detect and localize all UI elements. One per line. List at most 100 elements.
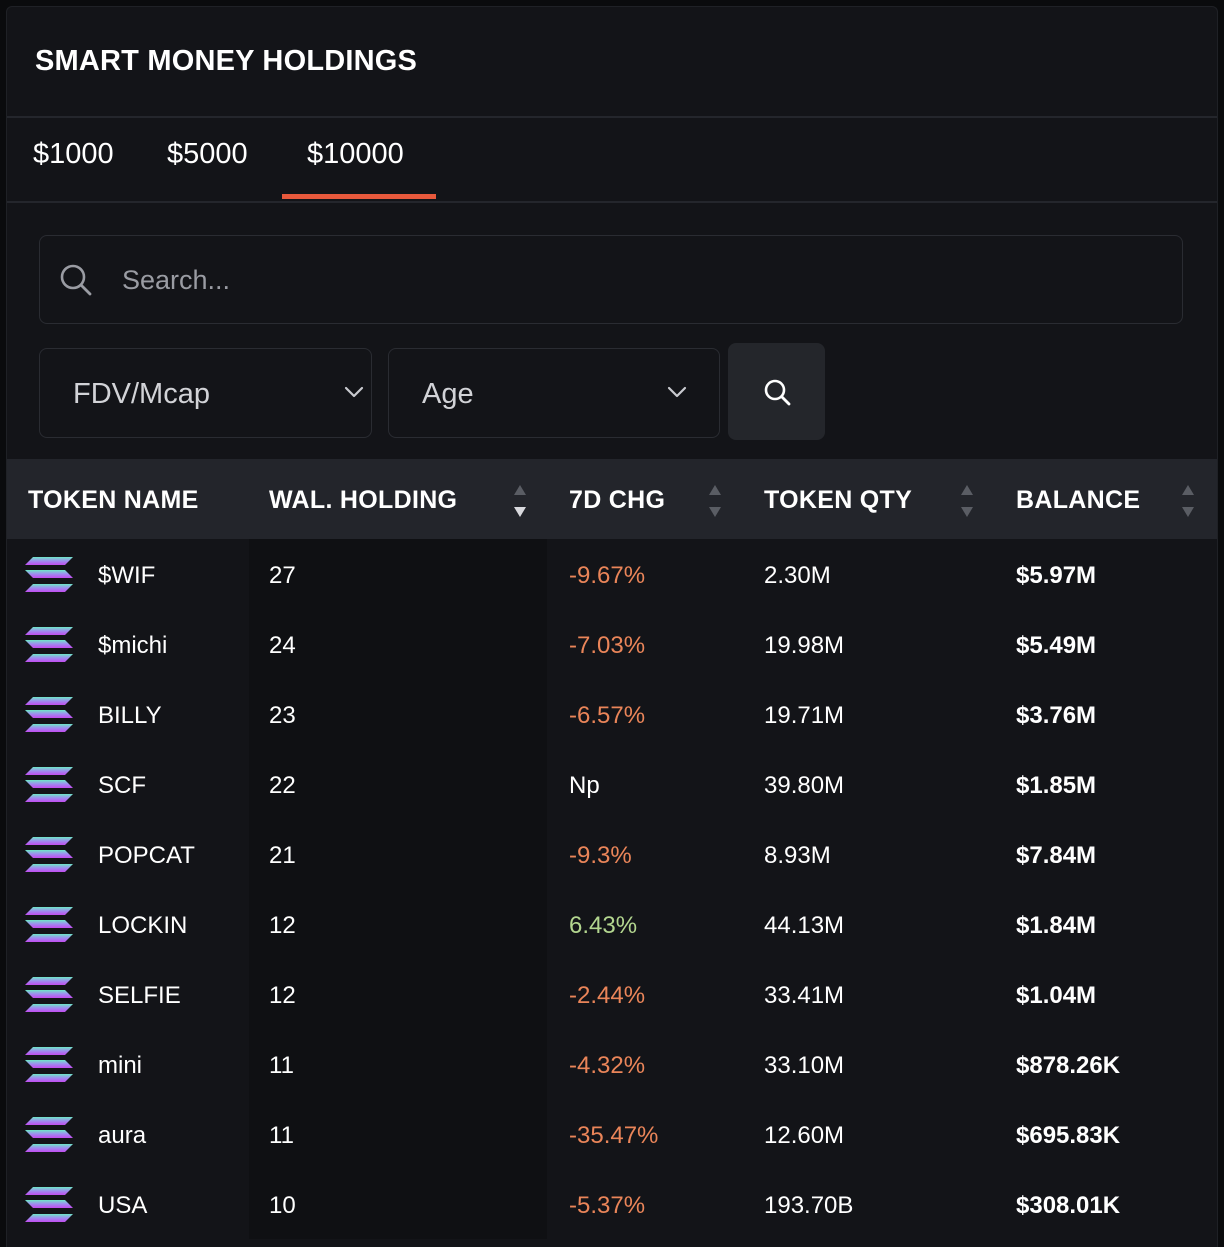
- change-7d: -35.47%: [569, 1122, 659, 1149]
- solana-logo-icon: [25, 1117, 73, 1152]
- header-balance[interactable]: BALANCE: [1016, 486, 1141, 514]
- solana-logo-icon: [25, 767, 73, 802]
- panel-title: SMART MONEY HOLDINGS: [35, 45, 418, 77]
- search-button[interactable]: [728, 343, 825, 440]
- change-7d: -9.67%: [569, 562, 646, 589]
- token-qty: 19.98M: [764, 632, 845, 659]
- change-7d: -6.57%: [569, 702, 646, 729]
- tab-10000[interactable]: $10000: [307, 138, 404, 170]
- balance: $308.01K: [1016, 1192, 1121, 1219]
- header-7d-chg[interactable]: 7D CHG: [569, 486, 666, 514]
- wallet-holding: 21: [269, 842, 296, 869]
- solana-logo-icon: [25, 1187, 73, 1222]
- wallet-holding: 27: [269, 562, 296, 589]
- wallet-holding: 22: [269, 772, 296, 799]
- balance: $3.76M: [1016, 702, 1097, 729]
- table-row[interactable]: mini 11 -4.32% 33.10M $878.26K: [7, 1029, 1217, 1099]
- search-icon: [764, 379, 791, 406]
- table-row[interactable]: SCF 22 Np 39.80M $1.85M: [7, 749, 1217, 819]
- table-row[interactable]: POPCAT 21 -9.3% 8.93M $7.84M: [7, 819, 1217, 889]
- table-row[interactable]: SELFIE 12 -2.44% 33.41M $1.04M: [7, 959, 1217, 1029]
- solana-logo-icon: [25, 837, 73, 872]
- active-tab-indicator: [282, 194, 436, 199]
- sort-icon[interactable]: [707, 483, 723, 519]
- sort-icon[interactable]: [1180, 483, 1196, 519]
- token-name[interactable]: $michi: [98, 632, 168, 659]
- fdv-mcap-select[interactable]: FDV/Mcap: [39, 348, 372, 438]
- balance: $5.49M: [1016, 632, 1097, 659]
- header-divider: [7, 116, 1217, 118]
- token-name[interactable]: $WIF: [98, 562, 156, 589]
- wallet-holding: 12: [269, 982, 296, 1009]
- token-name[interactable]: USA: [98, 1192, 148, 1219]
- wallet-holding: 24: [269, 632, 296, 659]
- table-row[interactable]: $WIF 27 -9.67% 2.30M $5.97M: [7, 539, 1217, 609]
- search-box: [39, 235, 1183, 324]
- solana-logo-icon: [25, 627, 73, 662]
- table-row[interactable]: BILLY 23 -6.57% 19.71M $3.76M: [7, 679, 1217, 749]
- token-name[interactable]: BILLY: [98, 702, 162, 729]
- solana-logo-icon: [25, 1047, 73, 1082]
- table-row[interactable]: aura 11 -35.47% 12.60M $695.83K: [7, 1099, 1217, 1169]
- token-name[interactable]: SCF: [98, 772, 146, 799]
- token-name[interactable]: aura: [98, 1122, 147, 1149]
- token-qty: 12.60M: [764, 1122, 845, 1149]
- tabs-divider: [7, 201, 1217, 203]
- change-7d: -5.37%: [569, 1192, 646, 1219]
- solana-logo-icon: [25, 977, 73, 1012]
- token-qty: 8.93M: [764, 842, 831, 869]
- table-row[interactable]: LOCKIN 12 6.43% 44.13M $1.84M: [7, 889, 1217, 959]
- token-qty: 2.30M: [764, 562, 831, 589]
- solana-logo-icon: [25, 557, 73, 592]
- change-7d: -2.44%: [569, 982, 646, 1009]
- token-name[interactable]: mini: [98, 1052, 143, 1079]
- token-qty: 19.71M: [764, 702, 845, 729]
- solana-logo-icon: [25, 907, 73, 942]
- fdv-mcap-select-label: FDV/Mcap: [73, 378, 210, 410]
- chevron-down-icon: [667, 386, 687, 398]
- table-header: TOKEN NAME WAL. HOLDING 7D CHG TOKEN QTY…: [7, 459, 1217, 539]
- balance: $1.85M: [1016, 772, 1097, 799]
- balance: $878.26K: [1016, 1052, 1121, 1079]
- sort-desc-icon[interactable]: [512, 483, 528, 519]
- token-qty: 33.41M: [764, 982, 845, 1009]
- chevron-down-icon: [344, 386, 364, 398]
- balance: $1.84M: [1016, 912, 1097, 939]
- solana-logo-icon: [25, 697, 73, 732]
- header-wal-holding[interactable]: WAL. HOLDING: [269, 486, 458, 514]
- change-7d: -9.3%: [569, 842, 632, 869]
- header-token-qty[interactable]: TOKEN QTY: [764, 486, 913, 514]
- age-select-label: Age: [422, 378, 474, 410]
- sort-icon[interactable]: [959, 483, 975, 519]
- token-name[interactable]: SELFIE: [98, 982, 181, 1009]
- smart-money-holdings-panel: SMART MONEY HOLDINGS $1000 $5000 $10000 …: [6, 6, 1218, 1247]
- wallet-holding: 23: [269, 702, 296, 729]
- balance: $7.84M: [1016, 842, 1097, 869]
- table-row[interactable]: USA 10 -5.37% 193.70B $308.01K: [7, 1169, 1217, 1239]
- change-7d: -4.32%: [569, 1052, 646, 1079]
- token-qty: 33.10M: [764, 1052, 845, 1079]
- wallet-holding: 12: [269, 912, 296, 939]
- amount-tabs: $1000 $5000 $10000: [7, 118, 1217, 202]
- tab-5000[interactable]: $5000: [167, 138, 248, 170]
- wallet-holding: 11: [269, 1122, 294, 1149]
- wallet-holding: 10: [269, 1192, 296, 1219]
- balance: $5.97M: [1016, 562, 1097, 589]
- change-7d: 6.43%: [569, 912, 638, 939]
- wallet-holding: 11: [269, 1052, 294, 1079]
- balance: $695.83K: [1016, 1122, 1121, 1149]
- search-icon: [60, 264, 92, 296]
- header-token-name[interactable]: TOKEN NAME: [28, 486, 199, 514]
- token-qty: 44.13M: [764, 912, 845, 939]
- search-input[interactable]: [120, 236, 1164, 324]
- token-qty: 39.80M: [764, 772, 845, 799]
- token-name[interactable]: LOCKIN: [98, 912, 188, 939]
- table-row[interactable]: $michi 24 -7.03% 19.98M $5.49M: [7, 609, 1217, 679]
- age-select[interactable]: Age: [388, 348, 720, 438]
- tab-1000[interactable]: $1000: [33, 138, 114, 170]
- change-7d: Np: [569, 772, 600, 799]
- token-qty: 193.70B: [764, 1192, 854, 1219]
- balance: $1.04M: [1016, 982, 1097, 1009]
- token-name[interactable]: POPCAT: [98, 842, 195, 869]
- change-7d: -7.03%: [569, 632, 646, 659]
